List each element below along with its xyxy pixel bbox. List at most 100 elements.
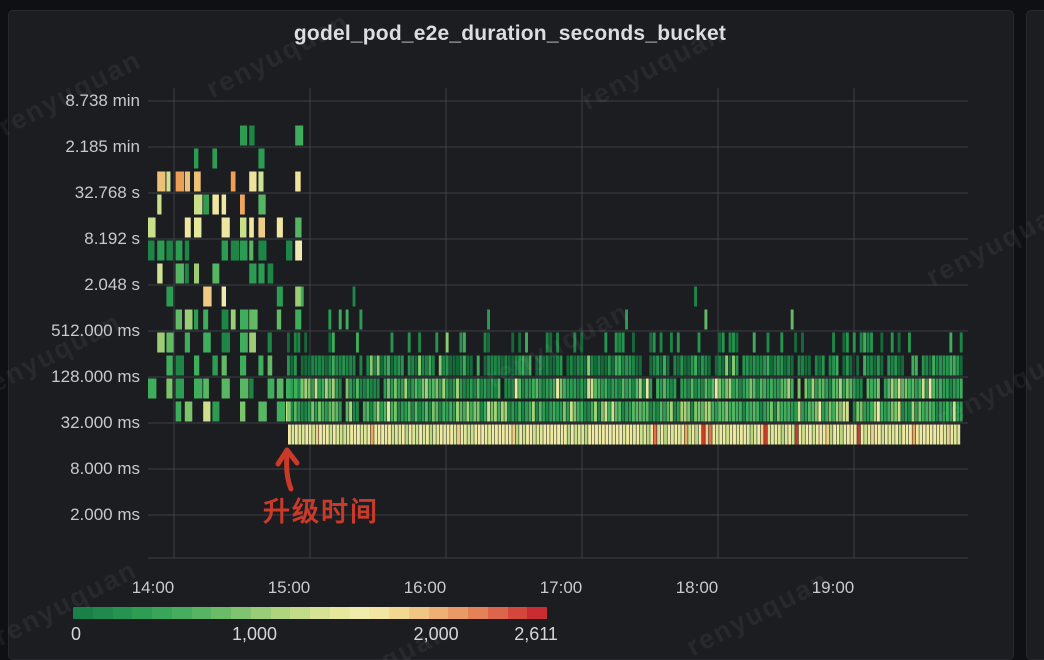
heatmap-cell[interactable] [704,401,708,422]
heatmap-cell[interactable] [249,171,257,192]
heatmap-cell[interactable] [535,378,539,399]
heatmap-cell[interactable] [321,355,325,376]
heatmap-cell[interactable] [656,401,660,422]
heatmap-cell[interactable] [352,355,356,376]
heatmap-cell[interactable] [276,401,286,422]
heatmap-cell[interactable] [515,424,519,445]
heatmap-cell[interactable] [535,355,539,376]
heatmap-cell[interactable] [656,355,660,376]
heatmap-cell[interactable] [556,378,559,399]
heatmap-cell[interactable] [321,401,325,422]
heatmap-cell[interactable] [404,378,408,399]
heatmap-cell[interactable] [445,355,449,376]
heatmap-cell[interactable] [818,401,822,422]
heatmap-cell[interactable] [473,401,477,422]
heatmap-cell[interactable] [362,378,366,399]
heatmap-cell[interactable] [522,424,526,445]
heatmap-cell[interactable] [819,424,823,445]
heatmap-cell[interactable] [194,171,201,192]
heatmap-cell[interactable] [301,424,305,445]
heatmap-cell[interactable] [569,378,573,399]
heatmap-cell[interactable] [912,424,916,445]
heatmap-cell[interactable] [919,424,923,445]
heatmap-cell[interactable] [766,401,770,422]
heatmap-cell[interactable] [618,378,622,399]
heatmap-cell[interactable] [552,378,556,399]
heatmap-cell[interactable] [870,401,873,422]
heatmap-cell[interactable] [221,217,230,238]
heatmap-cell[interactable] [890,378,894,399]
heatmap-cell[interactable] [175,263,184,284]
heatmap-cell[interactable] [221,240,229,261]
heatmap-cell[interactable] [614,332,618,353]
heatmap-cell[interactable] [784,424,788,445]
heatmap-cell[interactable] [148,378,157,399]
heatmap-cell[interactable] [949,401,953,422]
heatmap-cell[interactable] [435,401,439,422]
heatmap-cell[interactable] [462,332,466,353]
heatmap-cell[interactable] [390,355,394,376]
heatmap-cell[interactable] [369,355,373,376]
heatmap-cell[interactable] [607,401,611,422]
heatmap-cell[interactable] [312,424,316,445]
heatmap-cell[interactable] [267,332,272,353]
heatmap-cell[interactable] [852,401,856,422]
heatmap-cell[interactable] [476,401,480,422]
heatmap-cell[interactable] [866,378,870,399]
heatmap-cell[interactable] [801,401,804,422]
heatmap-cell[interactable] [542,401,546,422]
heatmap-cell[interactable] [184,240,190,261]
heatmap-cell[interactable] [807,401,811,422]
heatmap-cell[interactable] [258,148,265,169]
heatmap-cell[interactable] [959,378,963,399]
heatmap-cell[interactable] [802,424,805,445]
heatmap-cell[interactable] [518,332,522,353]
heatmap-cell[interactable] [659,378,663,399]
heatmap-cell[interactable] [194,378,203,399]
heatmap-cell[interactable] [936,424,940,445]
heatmap-cell[interactable] [287,401,290,422]
heatmap-cell[interactable] [587,355,591,376]
heatmap-cell[interactable] [649,401,653,422]
heatmap-cell[interactable] [715,424,719,445]
heatmap-cell[interactable] [349,378,352,399]
heatmap-cell[interactable] [618,401,622,422]
heatmap-cell[interactable] [295,309,302,330]
heatmap-cell[interactable] [466,378,470,399]
heatmap-cell[interactable] [780,355,784,376]
heatmap-cell[interactable] [590,355,594,376]
heatmap-cell[interactable] [400,355,404,376]
heatmap-cell[interactable] [276,217,283,238]
heatmap-cell[interactable] [597,355,601,376]
heatmap-cell[interactable] [311,401,315,422]
heatmap-cell[interactable] [525,378,528,399]
heatmap-cell[interactable] [790,309,794,330]
heatmap-cell[interactable] [328,355,332,376]
heatmap-cell[interactable] [633,424,636,445]
heatmap-cell[interactable] [511,401,515,422]
heatmap-cell[interactable] [842,378,846,399]
heatmap-cell[interactable] [660,424,664,445]
heatmap-cell[interactable] [295,240,303,261]
heatmap-cell[interactable] [462,401,466,422]
heatmap-cell[interactable] [518,401,522,422]
heatmap-cell[interactable] [873,401,877,422]
heatmap-cell[interactable] [643,424,647,445]
heatmap-cell[interactable] [367,424,371,445]
heatmap-cell[interactable] [776,355,780,376]
heatmap-cell[interactable] [690,378,694,399]
heatmap-cell[interactable] [702,424,705,445]
heatmap-cell[interactable] [331,378,335,399]
heatmap-cell[interactable] [774,424,778,445]
heatmap-cell[interactable] [763,378,766,399]
heatmap-cell[interactable] [580,332,584,353]
heatmap-cell[interactable] [157,194,162,215]
heatmap-cell[interactable] [673,355,677,376]
heatmap-cell[interactable] [698,424,702,445]
heatmap-cell[interactable] [359,378,363,399]
heatmap-cell[interactable] [798,424,802,445]
heatmap-cell[interactable] [759,378,763,399]
heatmap-cell[interactable] [331,332,335,353]
heatmap-cell[interactable] [887,378,891,399]
heatmap-cell[interactable] [175,309,183,330]
